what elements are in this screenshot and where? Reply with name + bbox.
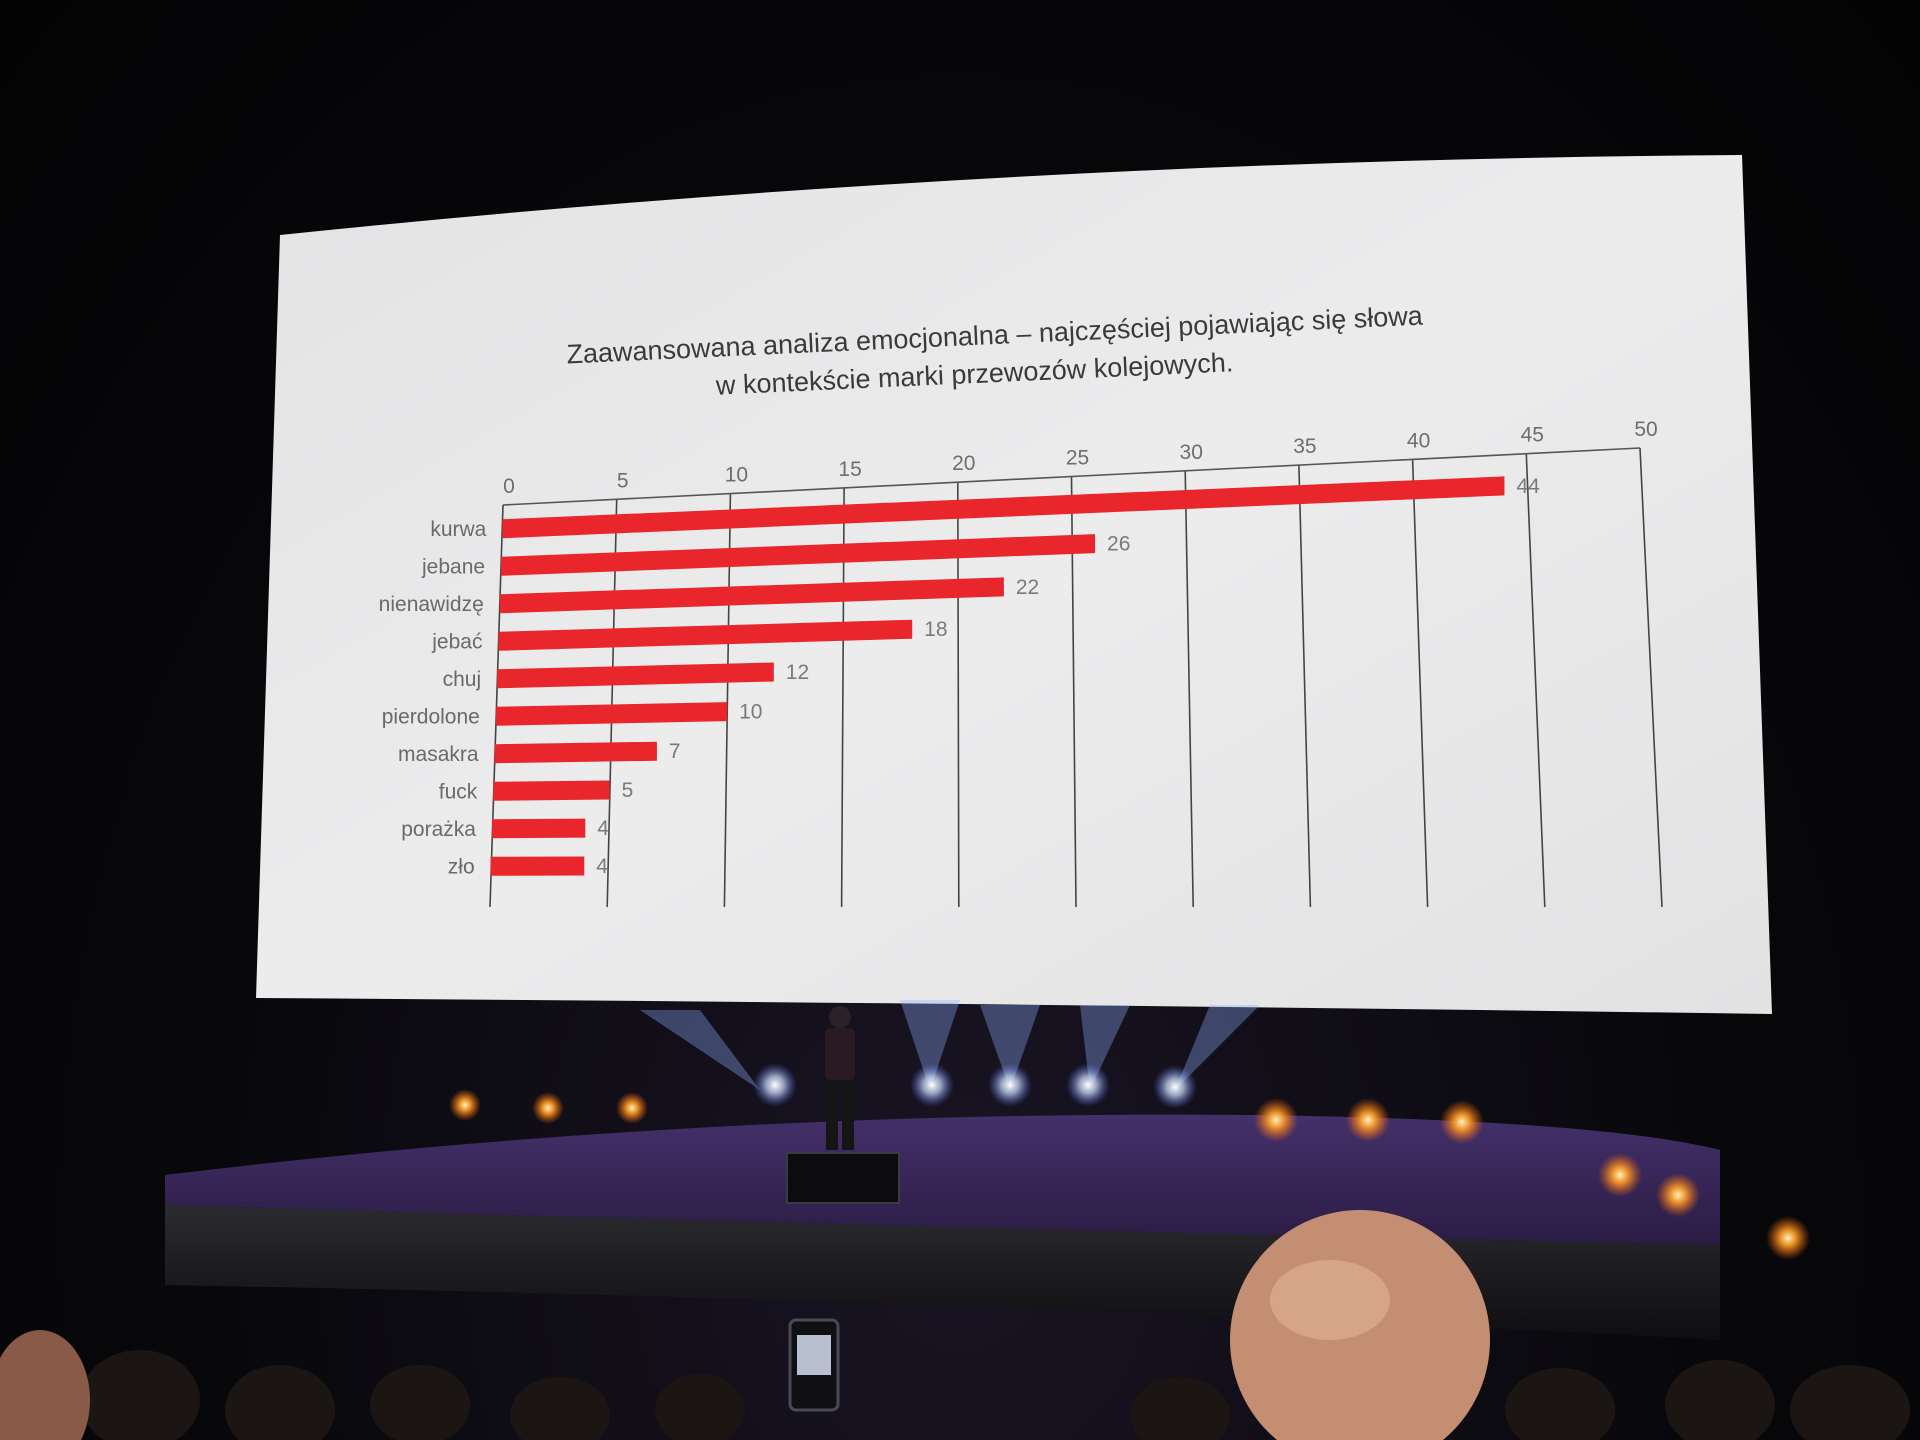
bar (493, 780, 610, 801)
value-label: 4 (597, 817, 609, 840)
gridline (1184, 470, 1194, 908)
presenter-figure (825, 1006, 855, 1150)
bar (497, 662, 774, 689)
category-label: porażka (401, 818, 476, 841)
chart: Zaawansowana analiza emocjonalna – najcz… (379, 301, 1663, 908)
x-axis-line (502, 447, 1641, 506)
gridline (489, 504, 504, 908)
stage-monitor (786, 1152, 900, 1204)
chart-title-group: Zaawansowana analiza emocjonalna – najcz… (566, 301, 1424, 401)
bars (490, 476, 1505, 876)
category-label: fuck (439, 780, 478, 803)
x-tick-labels: 0 5 10 15 20 25 30 35 40 45 50 (503, 418, 1658, 498)
bar (501, 534, 1096, 576)
stage-lights (449, 1063, 1810, 1260)
value-label: 26 (1107, 533, 1130, 556)
audience-head-left (0, 1330, 90, 1440)
x-tick-label: 10 (725, 464, 748, 487)
stage-carpet (165, 1114, 1720, 1245)
category-labels: kurwa jebane nienawidzę jebać chuj pierdolone… (379, 518, 487, 879)
chart-svg: Zaawansowana analiza emocjonalna – najcz… (379, 301, 1663, 908)
value-label: 18 (924, 618, 947, 641)
gridline (1411, 459, 1429, 908)
x-tick-label: 15 (838, 458, 861, 481)
x-tick-label: 20 (952, 452, 975, 475)
x-tick-label: 45 (1521, 424, 1544, 447)
category-label: nienawidzę (379, 593, 484, 616)
value-label: 5 (622, 779, 634, 802)
value-label: 22 (1016, 576, 1039, 599)
bar (502, 476, 1505, 539)
gridline (1525, 453, 1546, 908)
category-label: chuj (443, 668, 482, 691)
gridline (1639, 447, 1663, 908)
value-label: 10 (739, 701, 762, 724)
x-tick-label: 50 (1634, 418, 1657, 441)
x-tick-label: 35 (1293, 435, 1316, 458)
stage-area (0, 1000, 1910, 1440)
bar (495, 702, 728, 726)
value-label: 12 (786, 661, 809, 684)
bar (499, 577, 1004, 614)
x-tick-label: 0 (503, 475, 515, 498)
x-tick-label: 40 (1407, 429, 1430, 452)
x-tick-label: 5 (617, 469, 629, 492)
category-label: zło (448, 855, 475, 878)
value-label: 7 (669, 740, 681, 763)
value-label: 4 (596, 855, 608, 878)
bar (491, 818, 586, 839)
gridline (1298, 465, 1312, 908)
x-tick-label: 30 (1180, 441, 1203, 464)
category-label: kurwa (430, 518, 486, 541)
category-label: masakra (398, 743, 479, 766)
bar (494, 741, 657, 764)
bar (490, 856, 585, 876)
x-tick-label: 25 (1066, 447, 1089, 470)
category-label: pierdolone (382, 705, 480, 728)
bar (498, 619, 913, 651)
category-label: jebane (421, 555, 485, 578)
audience (80, 1350, 1910, 1440)
value-label: 44 (1516, 475, 1540, 498)
category-label: jebać (431, 630, 482, 653)
